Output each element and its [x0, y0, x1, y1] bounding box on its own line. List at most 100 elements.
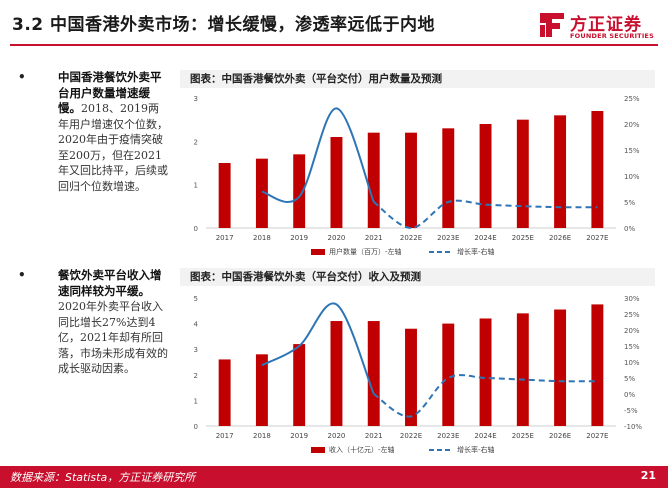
y-left-tick-label: 1 [194, 182, 198, 190]
bar [516, 119, 529, 228]
x-tick-label: 2018 [253, 432, 271, 440]
bullet-marker: • [18, 70, 26, 84]
y-left-tick-label: 3 [194, 95, 198, 103]
legend-line-label: 增长率-右轴 [457, 247, 495, 256]
x-tick-label: 2023E [437, 234, 459, 242]
bar [330, 321, 343, 426]
x-tick-label: 2019 [290, 432, 308, 440]
growth-line-forecast [373, 374, 598, 418]
y-left-tick-label: 3 [194, 346, 198, 354]
bullet-revenue: • 餐饮外卖平台收入增速同样较为平缓。2020年外卖平台收入同比增长27%达到4… [18, 268, 168, 377]
y-left-tick-label: 5 [194, 295, 198, 303]
footer-bar: 数据来源：Statista，方正证券研究所 21 [0, 466, 668, 488]
y-left-tick-label: 2 [194, 372, 198, 380]
x-tick-label: 2020 [328, 234, 346, 242]
bar [218, 163, 231, 228]
bar [479, 124, 492, 228]
bar [367, 321, 380, 426]
chart-revenue: 0 1 2 3 4 5 -10% -5% 0% 5% 10% 15% 20% 25% 30% 2017 2018… [194, 295, 643, 454]
bar [442, 323, 455, 426]
bar [330, 137, 343, 228]
chart-users: 0 1 2 3 0% 5% 10% 15% 20% 25% 2017 2018 2019 2020 2021… [194, 95, 640, 256]
y-right-tick-label: 10% [624, 173, 640, 181]
y-right-tick-label: 25% [624, 95, 640, 103]
bar [405, 328, 417, 426]
bar [591, 304, 604, 426]
x-tick-label: 2021 [365, 234, 383, 242]
bar [479, 318, 492, 426]
x-tick-label: 2020 [328, 432, 346, 440]
x-tick-label: 2019 [290, 234, 308, 242]
y-right-tick-label: 20% [624, 121, 640, 129]
bar [255, 158, 268, 228]
bullet-body: 2020年外卖平台收入同比增长27%达到4亿，2021年却有所回落，市场未形成有… [58, 300, 168, 375]
bullet-bold: 中国香港餐饮外卖平台用户数量增速缓慢。 [58, 70, 162, 115]
y-left-tick-label: 0 [194, 423, 198, 431]
x-tick-label: 2026E [549, 432, 571, 440]
founder-logo-icon [540, 13, 564, 37]
y-right-tick-label: -10% [624, 423, 642, 431]
legend-bar-swatch [311, 249, 325, 255]
y-right-tick-label: 5% [624, 199, 635, 207]
x-tick-label: 2022E [400, 234, 422, 242]
x-tick-label: 2027E [586, 234, 608, 242]
chart-header-users: 图表：中国香港餐饮外卖（平台交付）用户数量及预测 [180, 70, 655, 88]
logo-text-en: FOUNDER SECURITIES [570, 32, 654, 40]
y-right-tick-label: 30% [624, 295, 640, 303]
growth-line-forecast [373, 199, 598, 230]
page-number: 21 [640, 469, 656, 482]
source-note: 数据来源：Statista，方正证券研究所 [10, 471, 196, 484]
bar [554, 115, 567, 228]
bar [516, 313, 529, 426]
bar [442, 128, 455, 228]
y-right-tick-label: 0% [624, 391, 635, 399]
y-right-tick-label: 0% [624, 225, 635, 233]
y-right-tick-label: 5% [624, 375, 635, 383]
title-rule [10, 44, 658, 46]
y-left-tick-label: 2 [194, 138, 198, 146]
bar [293, 154, 306, 228]
bar [255, 354, 268, 426]
bar [591, 111, 604, 228]
legend-line-label: 增长率-右轴 [457, 445, 495, 454]
x-tick-label: 2027E [586, 432, 608, 440]
x-tick-label: 2022E [400, 432, 422, 440]
bullet-bold: 餐饮外卖平台收入增速同样较为平缓。 [58, 268, 162, 298]
y-right-tick-label: 15% [624, 343, 640, 351]
bar [293, 344, 306, 426]
x-tick-label: 2017 [216, 234, 234, 242]
legend-bar-label: 用户数量（百万）-左轴 [329, 247, 402, 256]
x-tick-label: 2026E [549, 234, 571, 242]
y-right-tick-label: 20% [624, 327, 640, 335]
y-left-tick-label: 1 [194, 397, 198, 405]
bar [367, 132, 380, 228]
page-title: 3.2 中国香港外卖市场：增长缓慢，渗透率远低于内地 [12, 15, 436, 35]
y-left-tick-label: 0 [194, 225, 198, 233]
x-tick-label: 2025E [512, 432, 534, 440]
y-right-tick-label: 10% [624, 359, 640, 367]
bar [405, 132, 417, 228]
bullet-users: • 中国香港餐饮外卖平台用户数量增速缓慢。2018、2019两年用户增速仅个位数… [18, 70, 168, 194]
x-tick-label: 2024E [474, 432, 496, 440]
chart-header-revenue: 图表：中国香港餐饮外卖（平台交付）收入及预测 [180, 268, 655, 286]
x-tick-label: 2023E [437, 432, 459, 440]
logo-text-cn: 方正证券 [570, 15, 642, 35]
legend-bar-label: 收入（十亿元）-左轴 [329, 445, 395, 454]
x-tick-label: 2024E [474, 234, 496, 242]
y-right-tick-label: 15% [624, 147, 640, 155]
x-tick-label: 2021 [365, 432, 383, 440]
growth-line [261, 107, 375, 203]
y-right-tick-label: 25% [624, 311, 640, 319]
bullet-marker: • [18, 268, 26, 282]
logo: 方正证券 FOUNDER SECURITIES [538, 10, 663, 44]
x-tick-label: 2018 [253, 234, 271, 242]
bar [554, 309, 567, 426]
y-left-tick-label: 4 [194, 321, 199, 329]
x-tick-label: 2025E [512, 234, 534, 242]
bar [218, 359, 231, 426]
growth-line [261, 302, 375, 395]
x-tick-label: 2017 [216, 432, 234, 440]
legend-bar-swatch [311, 447, 325, 453]
y-right-tick-label: -5% [624, 407, 638, 415]
bullet-body: 2018、2019两年用户增速仅个位数，2020年由于疫情突破至200万，但在2… [58, 102, 168, 193]
